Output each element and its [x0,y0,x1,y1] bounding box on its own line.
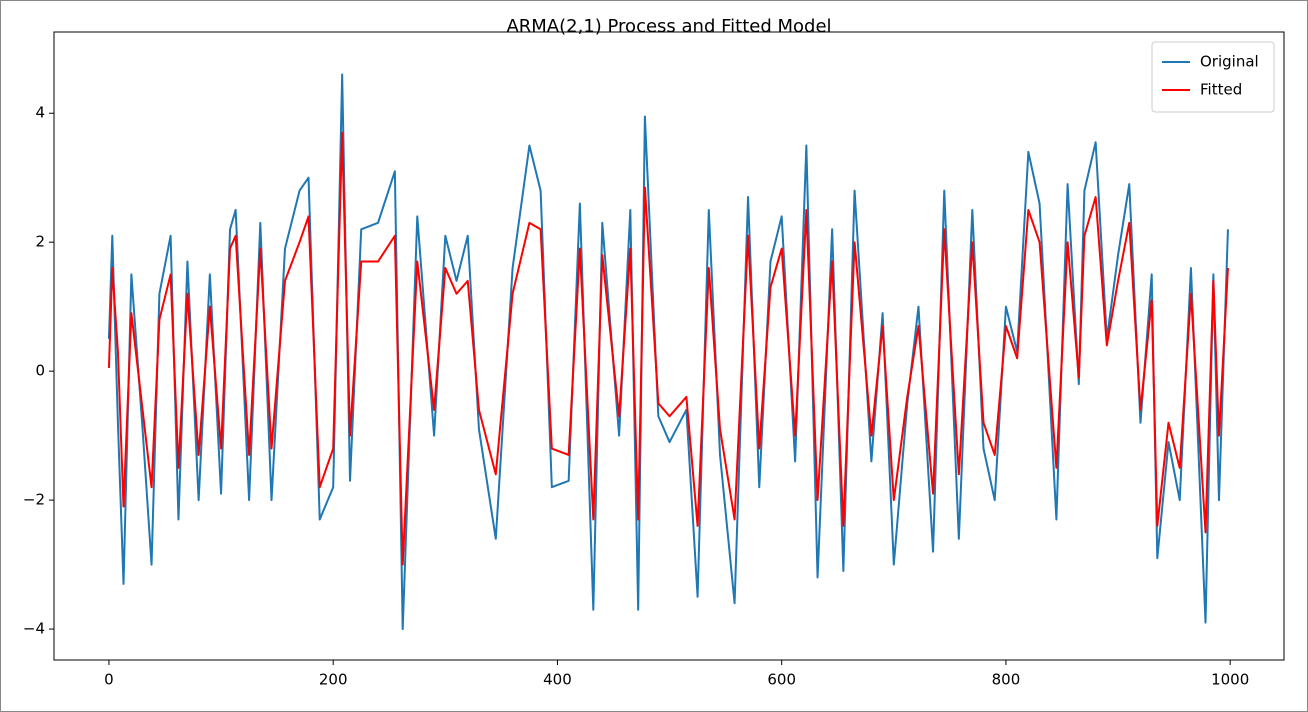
plot-frame [53,31,1285,661]
x-tick-label: 800 [992,671,1021,689]
y-tick-label: 2 [35,233,45,251]
y-tick-label: −4 [23,620,45,638]
y-tick-label: 4 [35,104,45,122]
legend-label: Fitted [1200,81,1242,99]
x-tick-label: 0 [104,671,114,689]
x-tick-label: 200 [319,671,348,689]
y-tick-label: −2 [23,491,45,509]
series-line [107,73,1229,631]
series-line [107,131,1229,566]
chart-title: ARMA(2,1) Process and Fitted Model [506,16,831,37]
y-tick-label: 0 [35,362,45,380]
x-tick-label: 400 [543,671,572,689]
x-tick-label: 1000 [1211,671,1249,689]
legend-box [1151,41,1275,113]
x-tick-label: 600 [767,671,796,689]
legend-label: Original [1200,53,1259,71]
